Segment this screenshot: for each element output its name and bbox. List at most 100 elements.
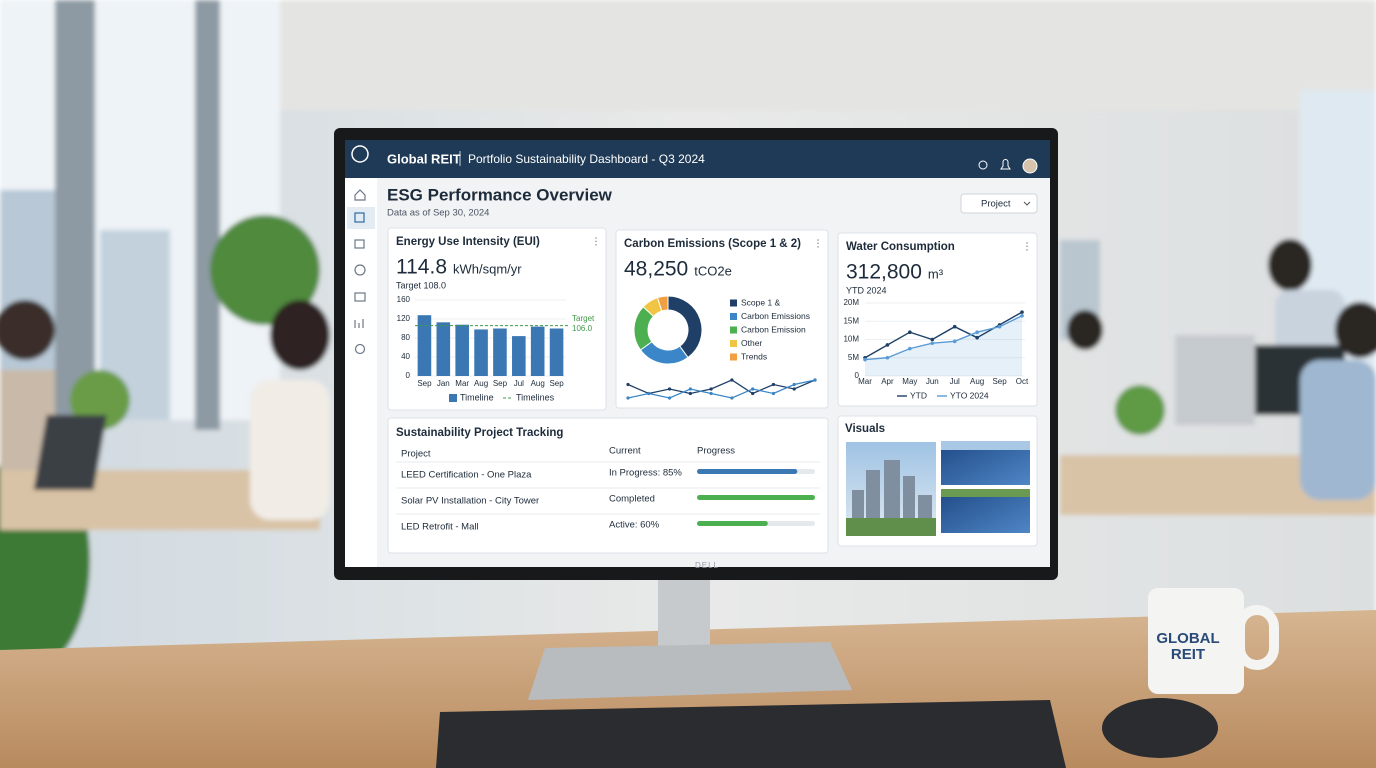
legend-label: Scope 1 & bbox=[741, 297, 781, 307]
card bbox=[387, 417, 829, 554]
x-tick-label: Jan bbox=[437, 379, 450, 388]
legend-label: YTD bbox=[910, 390, 927, 400]
bar bbox=[512, 336, 526, 376]
sparkline-point bbox=[688, 387, 692, 391]
point bbox=[885, 355, 890, 360]
sparkline-point bbox=[792, 387, 796, 391]
avatar[interactable] bbox=[1022, 158, 1038, 174]
header-bar bbox=[345, 140, 1050, 178]
plant bbox=[1115, 385, 1165, 435]
y-tick-label: 0 bbox=[855, 371, 860, 380]
filter-button[interactable] bbox=[960, 193, 1038, 214]
person bbox=[270, 300, 330, 370]
home-icon[interactable] bbox=[354, 189, 366, 201]
menu-icon: ⋮ bbox=[813, 239, 823, 250]
card-title: Carbon Emissions (Scope 1 & 2) bbox=[624, 238, 801, 250]
legend-label: Timelines bbox=[516, 392, 555, 402]
y-tick-label: 40 bbox=[401, 352, 410, 361]
point bbox=[885, 343, 890, 347]
point bbox=[997, 324, 1002, 329]
project-status: Completed bbox=[609, 494, 655, 505]
bell-icon[interactable] bbox=[1000, 159, 1011, 170]
kpi-unit: tCO2e bbox=[694, 263, 732, 278]
point bbox=[863, 357, 867, 362]
kpi-value: 48,250 bbox=[624, 258, 688, 281]
window-frame bbox=[195, 0, 220, 430]
legend-label: Timeline bbox=[460, 392, 494, 402]
progress-bar bbox=[697, 495, 815, 500]
project-status: In Progress: 85% bbox=[609, 468, 682, 479]
point bbox=[952, 339, 957, 344]
legend-swatch bbox=[730, 313, 737, 320]
project-status: Active: 60% bbox=[609, 520, 660, 531]
kpi-value: 312,800 bbox=[846, 261, 922, 284]
x-tick-label: Sep bbox=[992, 377, 1007, 386]
sparkline-point bbox=[792, 382, 796, 387]
chart-icon[interactable] bbox=[354, 319, 364, 328]
sparkline-point bbox=[667, 396, 672, 400]
bar bbox=[417, 315, 432, 376]
buildings-icon[interactable] bbox=[354, 239, 365, 249]
mug-text: GLOBAL bbox=[1156, 630, 1219, 647]
donut-segment bbox=[656, 295, 669, 312]
person bbox=[0, 300, 55, 360]
project-name: LED Retrofit - Mall bbox=[401, 522, 479, 533]
monitor-base bbox=[528, 642, 852, 700]
sparkline-point bbox=[730, 396, 734, 400]
x-tick-label: Jul bbox=[950, 377, 960, 386]
kpi-unit: kWh/sqm/yr bbox=[453, 261, 522, 276]
legend-label: Other bbox=[741, 338, 762, 348]
sparkline-point bbox=[647, 391, 651, 396]
bar bbox=[530, 326, 545, 376]
sparkline bbox=[627, 379, 816, 399]
visuals-title: Visuals bbox=[845, 423, 885, 435]
mug bbox=[1148, 588, 1244, 694]
card-title: Energy Use Intensity (EUI) bbox=[396, 236, 540, 248]
x-tick-label: Sep bbox=[493, 379, 508, 388]
sparkline-point bbox=[771, 382, 776, 387]
sparkline-point bbox=[751, 387, 755, 391]
building bbox=[884, 460, 900, 536]
monitor-back bbox=[1175, 335, 1255, 425]
folder-icon[interactable] bbox=[354, 292, 366, 302]
menu-icon: ⋮ bbox=[1022, 242, 1032, 253]
area bbox=[865, 315, 1022, 376]
column-header: Progress bbox=[697, 446, 735, 457]
kpi-note: YTD 2024 bbox=[846, 285, 887, 295]
settings-icon[interactable] bbox=[354, 343, 366, 355]
person bbox=[1067, 310, 1103, 350]
dashboard-icon[interactable] bbox=[354, 212, 365, 223]
point bbox=[908, 346, 912, 351]
bar bbox=[455, 324, 469, 376]
window-frame bbox=[55, 0, 95, 430]
legend-swatch bbox=[730, 353, 737, 361]
legend-label: Carbon Emissions bbox=[741, 311, 810, 321]
y-tick-label: 120 bbox=[397, 314, 411, 323]
x-tick-label: Aug bbox=[531, 379, 545, 388]
column-header: Project bbox=[401, 449, 431, 460]
sparkline-point bbox=[709, 391, 713, 396]
clock-icon[interactable] bbox=[354, 264, 366, 276]
progress-bar bbox=[697, 521, 768, 526]
legend-label: Carbon Emission bbox=[741, 324, 806, 334]
y-tick-label: 5M bbox=[848, 353, 859, 362]
search-icon[interactable] bbox=[978, 160, 988, 170]
field bbox=[941, 489, 1030, 497]
sparkline-point bbox=[813, 378, 817, 382]
target-label: Target bbox=[572, 314, 595, 323]
x-tick-label: Sep bbox=[549, 379, 564, 388]
header-title: Portfolio Sustainability Dashboard - Q3 … bbox=[468, 152, 705, 166]
point bbox=[952, 324, 957, 329]
card-title: Water Consumption bbox=[846, 241, 955, 253]
x-tick-label: Sep bbox=[417, 379, 432, 388]
monitor-brand: DELL bbox=[695, 561, 719, 570]
column-header: Current bbox=[609, 446, 641, 457]
point bbox=[930, 341, 935, 345]
sparkline-point bbox=[751, 391, 755, 396]
y-tick-label: 10M bbox=[843, 335, 859, 344]
menu-icon: ⋮ bbox=[591, 237, 601, 248]
dropdown-icon[interactable] bbox=[1023, 201, 1031, 206]
legend-swatch bbox=[730, 340, 737, 347]
filter-label[interactable]: Project bbox=[981, 199, 1011, 210]
